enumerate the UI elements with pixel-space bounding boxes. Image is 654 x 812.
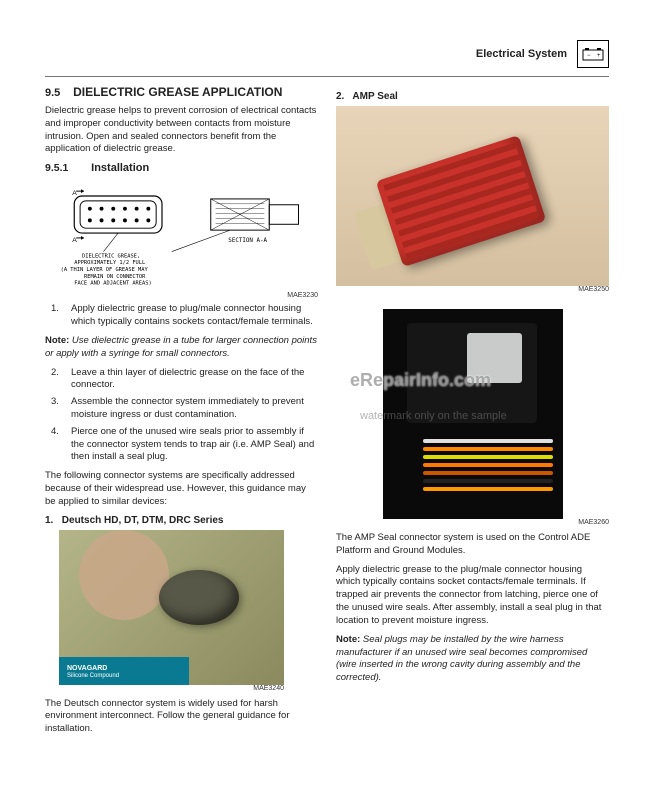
svg-text:APPROXIMATELY 1/2 FULL: APPROXIMATELY 1/2 FULL (74, 261, 145, 267)
connector-red (376, 135, 546, 267)
svg-text:+: + (597, 53, 601, 59)
section-heading: 9.5 DIELECTRIC GREASE APPLICATION (45, 85, 318, 99)
connector-white (467, 333, 522, 383)
svg-text:SECTION A-A: SECTION A-A (228, 238, 267, 244)
connector-shape (159, 570, 239, 625)
item-number: 2. (336, 91, 350, 102)
list-item: Assemble the connector system immediatel… (59, 396, 318, 422)
note-text: Seal plugs may be installed by the wire … (336, 634, 587, 683)
deutsch-caption: MAE3240 (45, 685, 284, 692)
connector-diagram: A A SECTION A-A DIELECTRIC GREASE, APPRO… (45, 180, 318, 290)
module-body (407, 323, 537, 423)
battery-icon: −+ (577, 40, 609, 68)
subsection-heading: 9.5.1 Installation (45, 162, 318, 174)
amp-seal-photo-1 (336, 106, 609, 286)
deutsch-text: The Deutsch connector system is widely u… (45, 698, 318, 736)
list-item: Leave a thin layer of dielectric grease … (59, 367, 318, 393)
steps-list-1: Apply dielectric grease to plug/male con… (59, 303, 318, 329)
deutsch-photo: NOVAGARD Silicone Compound (59, 530, 284, 685)
item-title: Deutsch HD, DT, DTM, DRC Series (62, 515, 224, 526)
tube-brand: NOVAGARD Silicone Compound (67, 665, 119, 679)
svg-text:FACE AND ADJACENT AREAS): FACE AND ADJACENT AREAS) (74, 281, 151, 287)
subsection-title: Installation (91, 162, 149, 174)
svg-text:DIELECTRIC GREASE,: DIELECTRIC GREASE, (82, 254, 140, 260)
list-item: Apply dielectric grease to plug/male con… (59, 303, 318, 329)
left-column: 9.5 DIELECTRIC GREASE APPLICATION Dielec… (45, 85, 318, 742)
section-title: DIELECTRIC GREASE APPLICATION (73, 85, 282, 99)
amp2-caption: MAE3260 (336, 519, 609, 526)
wire-bundle (423, 439, 553, 499)
amp-text-1: The AMP Seal connector system is used on… (336, 532, 609, 558)
note-text: Use dielectric grease in a tube for larg… (45, 335, 317, 359)
following-text: The following connector systems are spec… (45, 470, 318, 508)
connector-type-1: 1. Deutsch HD, DT, DTM, DRC Series (45, 515, 318, 526)
diagram-caption: MAE3230 (45, 292, 318, 299)
thumb-shape (79, 530, 169, 620)
amp-text-2: Apply dielectric grease to the plug/male… (336, 564, 609, 628)
note-1: Note: Use dielectric grease in a tube fo… (45, 335, 318, 361)
header-rule (45, 76, 609, 77)
svg-text:−: − (587, 53, 591, 59)
subsection-number: 9.5.1 (45, 162, 68, 174)
steps-list-2: Leave a thin layer of dielectric grease … (59, 367, 318, 465)
connector-type-2: 2. AMP Seal (336, 91, 609, 102)
amp1-caption: MAE3250 (336, 286, 609, 293)
amp-seal-photo-2 (383, 309, 563, 519)
note-label: Note: (45, 335, 69, 346)
svg-text:(A THIN LAYER OF GREASE MAY: (A THIN LAYER OF GREASE MAY (61, 267, 149, 273)
page-header-title: Electrical System (476, 48, 567, 60)
item-title: AMP Seal (352, 91, 397, 102)
right-column: 2. AMP Seal MAE3250 MAE3260 (336, 85, 609, 742)
note-label: Note: (336, 634, 360, 645)
item-number: 1. (45, 515, 59, 526)
svg-text:REMAIN ON CONNECTOR: REMAIN ON CONNECTOR (84, 274, 146, 280)
section-number: 9.5 (45, 87, 60, 99)
list-item: Pierce one of the unused wire seals prio… (59, 426, 318, 464)
section-intro: Dielectric grease helps to prevent corro… (45, 105, 318, 156)
note-2: Note: Seal plugs may be installed by the… (336, 634, 609, 685)
